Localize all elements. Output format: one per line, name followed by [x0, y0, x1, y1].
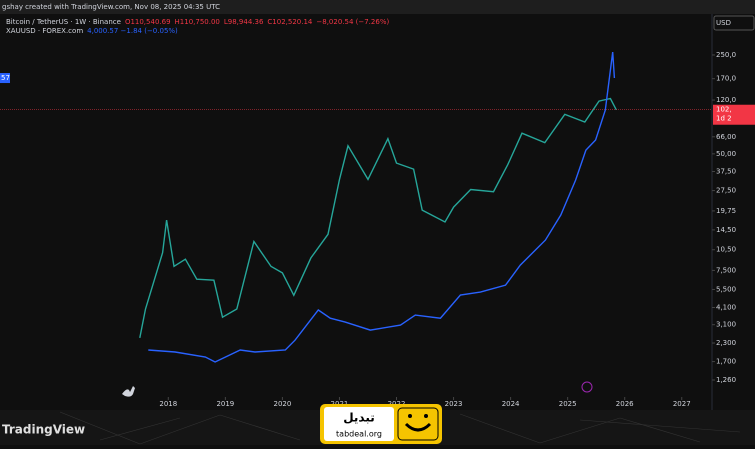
y-tick-label: 3,100	[716, 321, 736, 329]
last-value-label: 102,	[716, 106, 732, 114]
legend-ohlc: H110,750.00	[175, 18, 220, 26]
legend-name: Bitcoin / TetherUS · 1W · Binance	[6, 18, 121, 26]
last-value-box	[0, 73, 10, 84]
x-tick-label: 2023	[445, 400, 463, 408]
legend-entry: XAUUSD · FOREX.com 4,000.57 −1.84 (−0.05%…	[6, 27, 178, 35]
y-tick-label: 19,75	[716, 207, 736, 215]
legend-change: −8,020.54 (−7.26%)	[316, 18, 389, 26]
y-tick-label: 1,700	[716, 358, 736, 366]
y-tick-label: 27,50	[716, 187, 736, 195]
y-tick-label: 50,00	[716, 150, 736, 158]
x-tick-label: 2027	[673, 400, 691, 408]
y-tick-label: 10,50	[716, 246, 736, 254]
logo-url: tabdeal.org	[336, 430, 382, 439]
logo-eye	[424, 414, 428, 418]
plot: 250,0 170,0 120,0 66,00 50,00 37,50 27,50 19,75…	[0, 18, 755, 408]
last-value-label: 57	[1, 74, 10, 82]
x-tick-label: 2024	[502, 400, 520, 408]
y-tick-label: 250,0	[716, 51, 736, 59]
legend-ohlc: L98,944.36	[224, 18, 264, 26]
logo-white	[324, 407, 394, 441]
x-tick-label: 2025	[559, 400, 577, 408]
x-tick-label: 2019	[216, 400, 234, 408]
y-tick-label: 4,100	[716, 304, 736, 312]
brand: TradingView	[2, 423, 85, 437]
y-tick-label: 37,50	[716, 168, 736, 176]
y-tick-label: 170,0	[716, 75, 736, 83]
y-tick-label: 1,260	[716, 376, 736, 384]
x-tick-label: 2026	[616, 400, 634, 408]
currency: USD	[716, 19, 731, 27]
y-tick-label: 2,300	[716, 339, 736, 347]
currency-box	[713, 15, 755, 31]
y-tick-label: 5,500	[716, 285, 736, 293]
logo-smile	[404, 422, 432, 432]
series-line	[139, 97, 617, 339]
logo-eye	[408, 414, 412, 418]
y-tick-label: 120,0	[716, 96, 736, 104]
dino-icon	[122, 386, 135, 397]
y-tick-label: 7,500	[716, 266, 736, 274]
logo-icon	[397, 407, 439, 441]
event-icon	[581, 381, 593, 393]
legend-entry: Bitcoin / TetherUS · 1W · Binance O110,54…	[6, 18, 389, 26]
logo-text: تبدیل	[343, 411, 375, 425]
x-tick-label: 2018	[159, 400, 177, 408]
top-bar	[0, 0, 755, 14]
series-line	[148, 52, 616, 363]
header: gshay created with TradingView.com, Nov …	[2, 3, 220, 11]
y-tick-label: 66,00	[716, 133, 736, 141]
legend-ohlc: C102,520.14	[267, 18, 313, 26]
legend-name: XAUUSD · FOREX.com	[6, 27, 83, 35]
legend-change: 4,000.57 −1.84 (−0.05%)	[87, 27, 178, 35]
y-tick-label: 14,50	[716, 226, 736, 234]
network-pattern	[59, 411, 741, 445]
legend-ohlc: O110,540.69	[125, 18, 171, 26]
countdown: 1d 2	[716, 115, 732, 123]
last-value-box	[713, 104, 755, 125]
x-tick-label: 2020	[273, 400, 291, 408]
